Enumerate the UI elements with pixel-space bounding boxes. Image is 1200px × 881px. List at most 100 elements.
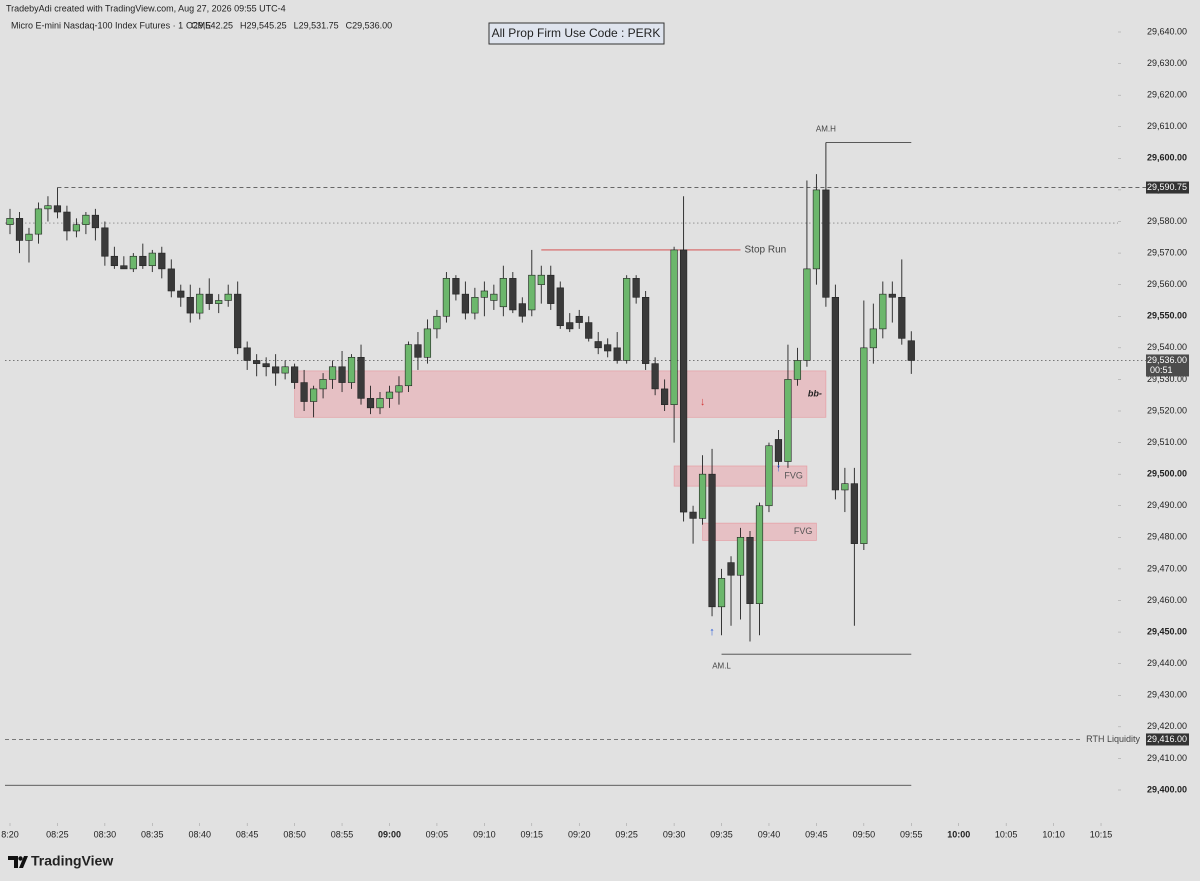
candle-body — [869, 328, 877, 349]
candle-body — [385, 391, 394, 399]
candle-body — [907, 340, 915, 361]
candle-body — [566, 322, 574, 330]
y-tick-label: 29,490.00 — [1147, 500, 1187, 510]
y-tick-label: 29,620.00 — [1147, 90, 1187, 100]
y-tick-label: 29,540.00 — [1147, 342, 1187, 352]
candle-body — [784, 379, 792, 462]
candle-body — [300, 382, 308, 402]
candle-body — [177, 290, 185, 298]
candle-body — [63, 211, 71, 232]
candle-body — [898, 296, 906, 339]
candle-body — [831, 296, 839, 491]
y-tick-label: 29,460.00 — [1147, 595, 1187, 605]
candle-body — [642, 296, 650, 364]
candle-body — [423, 328, 432, 358]
candle-body — [670, 249, 678, 405]
x-tick-label: 09:50 — [853, 829, 876, 839]
candle-body — [309, 388, 318, 402]
candle-body — [91, 214, 99, 229]
x-tick-label: 10:15 — [1090, 829, 1113, 839]
candle-body — [433, 315, 441, 330]
candle-body — [632, 278, 640, 298]
candle-body — [556, 287, 564, 327]
y-tick-label: 29,640.00 — [1147, 26, 1187, 36]
y-tick-label: 29,560.00 — [1147, 279, 1187, 289]
logo-dot — [18, 856, 23, 861]
y-tick-label: 29,550.00 — [1147, 311, 1187, 321]
candle-body — [793, 360, 802, 380]
candle-body — [679, 249, 688, 513]
candle-body — [404, 344, 413, 387]
price-name: RTH Liquidity — [1086, 734, 1140, 744]
candle-body — [186, 296, 194, 314]
candle-body — [594, 341, 602, 349]
zone-label: FVG — [784, 470, 803, 480]
candle-body — [82, 214, 90, 225]
candle-body — [272, 366, 280, 374]
x-tick-label: 09:20 — [568, 829, 591, 839]
candle-body — [262, 363, 270, 368]
ohlc-value: L29,531.75 — [294, 20, 339, 30]
x-tick-label: 09:00 — [378, 829, 401, 839]
candle-body — [812, 189, 821, 270]
y-tick-label: 29,610.00 — [1147, 121, 1187, 131]
candle-body — [15, 218, 24, 241]
candle-body — [101, 227, 109, 257]
y-tick-label: 29,440.00 — [1147, 658, 1187, 668]
candle-body — [575, 315, 583, 323]
candle-body — [376, 398, 384, 409]
countdown: 00:51 — [1150, 365, 1173, 375]
y-tick-label: 29,410.00 — [1147, 753, 1187, 763]
x-tick-label: 09:15 — [521, 829, 544, 839]
zone-label: bb- — [808, 388, 822, 398]
y-tick-label: 29,510.00 — [1147, 437, 1187, 447]
candle-body — [471, 296, 479, 314]
candle-body — [224, 293, 232, 301]
candle-body — [708, 473, 716, 608]
candle-body — [243, 347, 251, 361]
candle-body — [196, 293, 204, 314]
y-tick-label: 29,520.00 — [1147, 405, 1187, 415]
candle-body — [129, 255, 137, 270]
x-tick-label: 10:05 — [995, 829, 1018, 839]
candle-body — [215, 300, 223, 304]
candle-body — [518, 303, 526, 317]
x-tick-label: 08:55 — [331, 829, 354, 839]
y-tick-label: 29,500.00 — [1147, 469, 1187, 479]
candle-body — [205, 293, 213, 304]
candle-body — [148, 252, 156, 267]
ohlc-value: O29,542.25 — [186, 20, 233, 30]
x-tick-label: 09:25 — [615, 829, 638, 839]
y-tick-label: 29,430.00 — [1147, 690, 1187, 700]
candle-body — [651, 363, 659, 390]
candle-body — [414, 344, 422, 358]
watermark: TradingView — [31, 853, 113, 869]
candle-body — [746, 537, 754, 604]
candle-body — [253, 360, 261, 364]
candle-body — [44, 205, 52, 210]
level-label: AM.H — [816, 125, 836, 134]
candle-body — [25, 233, 33, 241]
candle-body — [6, 218, 14, 225]
candle-body — [585, 322, 593, 339]
y-tick-label: 29,480.00 — [1147, 532, 1187, 542]
candle-body — [755, 505, 764, 604]
candle-body — [499, 278, 507, 308]
marker: ↑ — [776, 462, 782, 474]
price-label: 29,590.75 — [1147, 182, 1187, 192]
candle-body — [120, 265, 128, 270]
price-label-box — [1146, 733, 1189, 746]
y-tick-label: 29,420.00 — [1147, 721, 1187, 731]
x-tick-label: 08:40 — [188, 829, 211, 839]
price-label: 29,416.00 — [1147, 734, 1187, 744]
candle-body — [604, 344, 612, 352]
candle-body — [698, 473, 707, 519]
candle-body — [395, 385, 403, 393]
candle-body — [736, 537, 745, 576]
x-tick-label: 10:10 — [1042, 829, 1065, 839]
ohlc-value: H29,545.25 — [240, 20, 287, 30]
candle-body — [53, 205, 62, 213]
